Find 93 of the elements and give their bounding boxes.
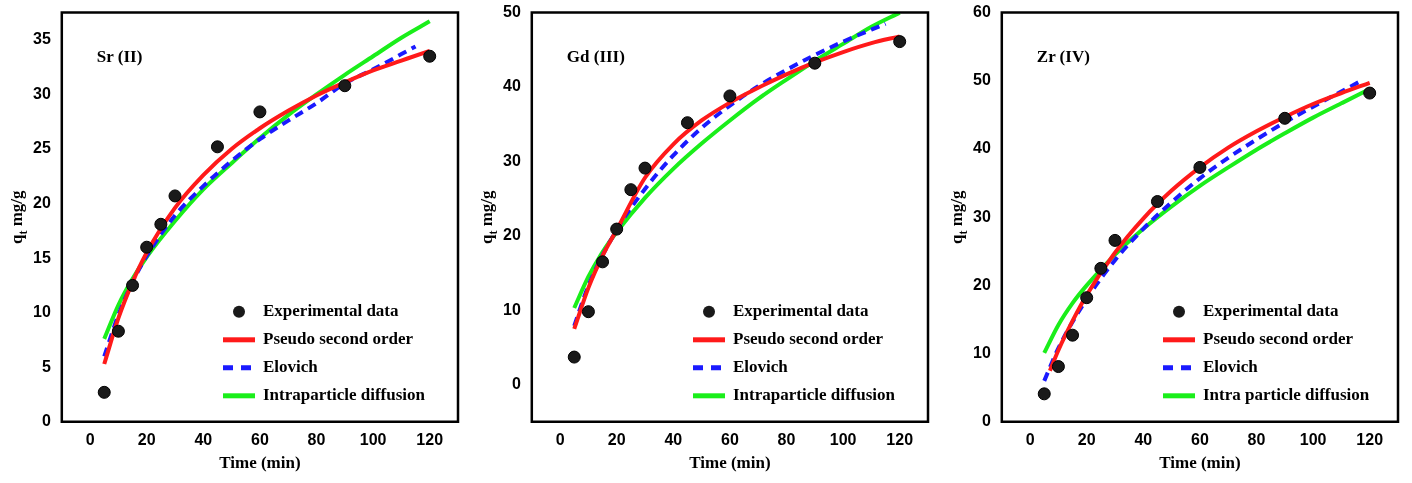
point [638, 161, 652, 175]
point [596, 255, 610, 269]
point [1363, 86, 1377, 100]
legend-label: Experimental data [733, 301, 870, 321]
point [893, 35, 907, 49]
x-tick-label: 100 [1299, 430, 1327, 448]
point [680, 116, 694, 130]
y-tick-label: 0 [981, 412, 991, 430]
point [210, 140, 224, 154]
x-tick-label: 40 [194, 430, 213, 448]
y-tick-label: 50 [503, 3, 521, 21]
point [567, 350, 581, 364]
legend-label: Intraparticle diffusion [733, 385, 896, 405]
y-tick-label: 30 [33, 84, 51, 102]
y-tick-label: 0 [41, 412, 51, 430]
y-tick-label: 10 [33, 303, 51, 321]
legend-label: Elovich [733, 357, 789, 377]
legend-label: Elovich [1203, 357, 1259, 377]
y-tick-label: 30 [973, 207, 991, 225]
y-axis-title: qt mg/g [947, 189, 971, 244]
annotation: Zr (IV) [1036, 46, 1090, 66]
annotation: Gd (III) [566, 46, 625, 66]
point [624, 183, 638, 197]
y-tick-label: 5 [41, 357, 51, 375]
point [723, 89, 737, 103]
x-tick-label: 20 [137, 430, 156, 448]
x-tick-label: 120 [886, 430, 914, 448]
x-tick-label: 20 [1077, 430, 1096, 448]
legend-label: Pseudo second order [733, 329, 884, 349]
x-tick-label: 120 [1356, 430, 1384, 448]
x-tick-label: 40 [664, 430, 683, 448]
x-tick-label: 80 [1247, 430, 1266, 448]
point [610, 222, 624, 236]
point [808, 56, 822, 70]
legend-label: Pseudo second order [1203, 329, 1354, 349]
y-tick-label: 0 [511, 375, 521, 393]
x-tick-label: 40 [1134, 430, 1153, 448]
point [1108, 233, 1122, 247]
x-tick-label: 0 [85, 430, 95, 448]
legend-label: Experimental data [1203, 301, 1340, 321]
point [423, 49, 437, 63]
point [1051, 360, 1065, 374]
point [1150, 195, 1164, 209]
x-axis-title: Time (min) [689, 453, 771, 472]
y-tick-label: 10 [973, 344, 991, 362]
legend-label: Intraparticle diffusion [263, 385, 426, 405]
point [126, 278, 140, 292]
legend-label: Experimental data [263, 301, 400, 321]
x-tick-label: 60 [1191, 430, 1209, 448]
x-tick-label: 80 [307, 430, 326, 448]
y-tick-label: 60 [973, 3, 991, 21]
y-tick-label: 20 [503, 226, 521, 244]
x-tick-label: 100 [829, 430, 857, 448]
y-tick-label: 30 [503, 151, 521, 169]
y-tick-label: 20 [973, 275, 991, 293]
y-tick-label: 20 [33, 193, 51, 211]
y-axis-title: qt mg/g [7, 189, 31, 244]
x-tick-label: 0 [555, 430, 565, 448]
point [1278, 111, 1292, 125]
x-tick-label: 60 [251, 430, 269, 448]
point [111, 324, 125, 338]
point [338, 79, 352, 93]
point [154, 217, 168, 231]
x-tick-label: 60 [721, 430, 739, 448]
point [1094, 261, 1108, 275]
x-axis-title: Time (min) [1159, 453, 1241, 472]
x-tick-label: 120 [416, 430, 444, 448]
point [1080, 291, 1094, 305]
y-tick-label: 50 [973, 71, 991, 89]
point [1037, 387, 1051, 401]
y-axis-title: qt mg/g [477, 189, 501, 244]
x-tick-label: 80 [777, 430, 796, 448]
legend-label: Pseudo second order [263, 329, 414, 349]
point [168, 189, 182, 203]
y-tick-label: 15 [33, 248, 51, 266]
y-tick-label: 25 [33, 139, 51, 157]
point [581, 305, 595, 319]
x-axis-title: Time (min) [219, 453, 301, 472]
y-tick-label: 10 [503, 300, 521, 318]
point [1193, 160, 1207, 174]
y-tick-label: 40 [503, 77, 521, 95]
point [1066, 328, 1080, 342]
point [253, 105, 267, 119]
legend-label: Elovich [263, 357, 319, 377]
point [140, 240, 154, 254]
x-tick-label: 20 [607, 430, 626, 448]
x-tick-label: 0 [1025, 430, 1035, 448]
y-tick-label: 35 [33, 30, 51, 48]
y-tick-label: 40 [973, 139, 991, 157]
point [97, 385, 111, 399]
annotation: Sr (II) [96, 46, 143, 66]
legend-label: Intra particle diffusion [1203, 385, 1370, 405]
x-tick-label: 100 [359, 430, 387, 448]
